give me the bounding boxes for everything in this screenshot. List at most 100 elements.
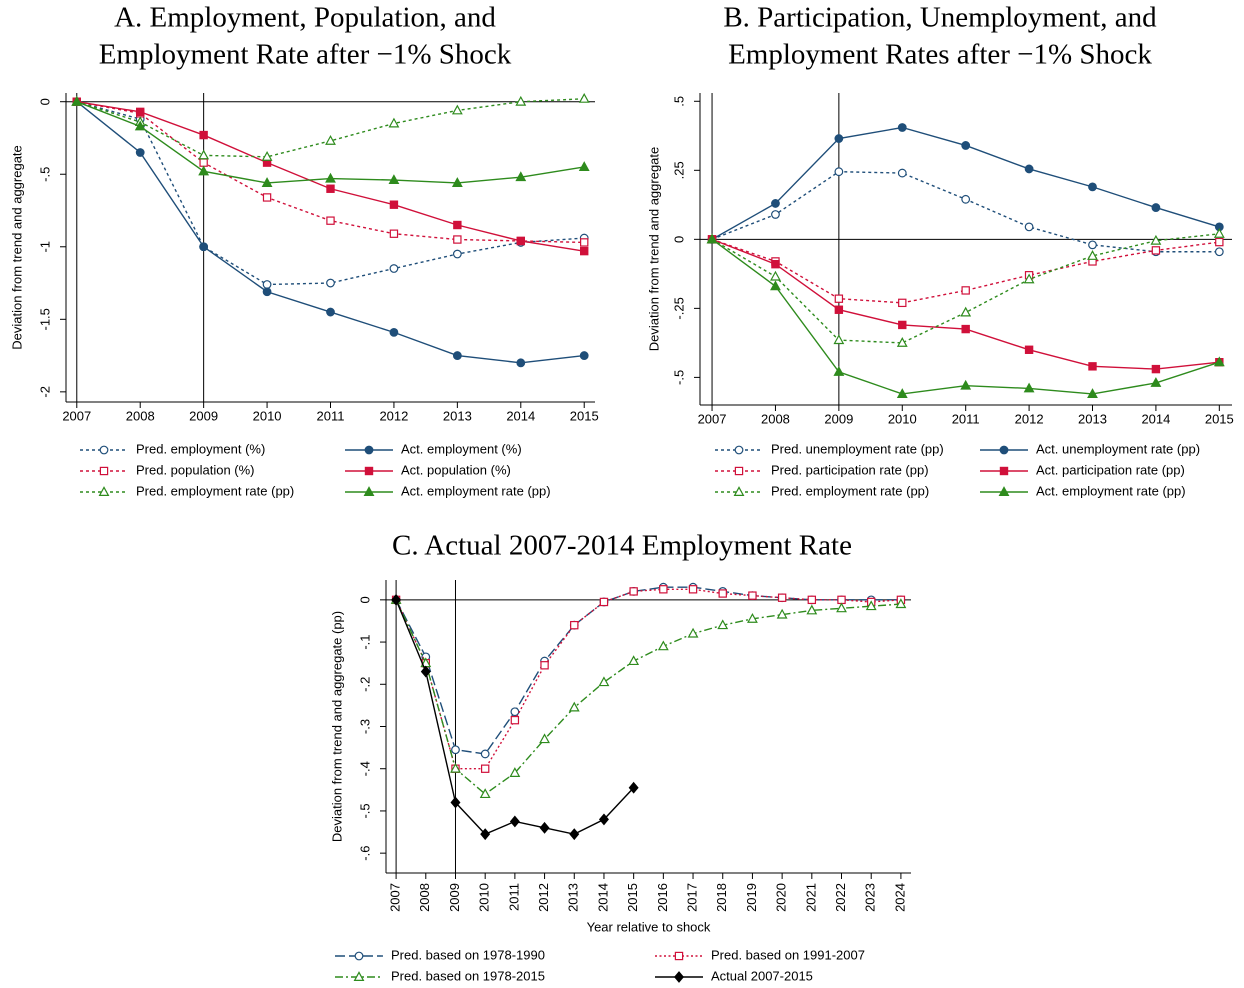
marker <box>598 813 609 826</box>
marker <box>516 358 526 368</box>
x-tick-label: 2008 <box>126 408 155 423</box>
marker <box>717 619 729 630</box>
marker <box>451 104 463 115</box>
x-tick-label: 2012 <box>536 883 551 912</box>
marker <box>1088 362 1097 371</box>
legend-marker <box>674 951 684 961</box>
marker <box>199 130 208 140</box>
marker <box>834 167 844 177</box>
x-tick-label: 2011 <box>952 411 980 426</box>
y-tick-label: -.5 <box>37 167 52 182</box>
marker <box>629 587 638 596</box>
chart-title: Employment Rates after −1% Shock <box>728 39 1152 71</box>
legend-label: Pred. employment rate (pp) <box>136 483 294 498</box>
marker <box>199 242 209 252</box>
marker <box>135 148 145 157</box>
legend-label: Actual 2007-2015 <box>711 968 813 983</box>
legend-marker <box>674 971 684 983</box>
marker <box>389 229 399 238</box>
marker <box>833 334 845 345</box>
marker <box>807 595 817 605</box>
marker <box>480 828 491 841</box>
marker <box>510 707 520 717</box>
x-tick-label: 2007 <box>62 408 91 423</box>
x-tick-label: 2013 <box>566 883 581 912</box>
y-tick-label: -.5 <box>671 370 686 385</box>
marker <box>389 327 399 337</box>
legend-label: Act. employment rate (pp) <box>401 483 551 498</box>
marker <box>776 608 788 619</box>
marker <box>326 307 335 317</box>
x-tick-label: 2018 <box>714 883 729 912</box>
marker <box>451 745 460 755</box>
legend-label: Act. unemployment rate (pp) <box>1036 441 1200 456</box>
marker <box>451 177 463 187</box>
marker <box>326 216 335 225</box>
marker <box>578 92 590 103</box>
x-tick-label: 2013 <box>1078 411 1107 426</box>
legend-marker <box>363 486 375 496</box>
y-axis-label: Deviation from trend and aggregate <box>646 147 661 352</box>
legend-label: Act. population (%) <box>401 462 511 477</box>
marker <box>326 278 335 288</box>
marker <box>1088 182 1097 192</box>
marker <box>897 168 907 178</box>
marker <box>198 165 210 176</box>
marker <box>688 585 698 594</box>
marker <box>325 172 336 183</box>
x-tick-label: 2007 <box>388 883 403 912</box>
marker <box>628 781 639 794</box>
legend-label: Act. participation rate (pp) <box>1036 462 1185 477</box>
legend-label: Act. employment rate (pp) <box>1036 483 1186 498</box>
y-axis-label: Deviation from trend and aggregate <box>9 145 24 350</box>
marker <box>570 620 579 630</box>
marker <box>479 788 491 799</box>
marker <box>771 199 780 208</box>
legend-marker <box>364 445 374 455</box>
x-tick-label: 2024 <box>892 883 907 912</box>
marker <box>1087 388 1098 398</box>
series-line <box>711 238 1220 304</box>
y-axis-label: Deviation from trend and aggregate (pp) <box>329 611 344 842</box>
chart-title: Employment Rate after −1% Shock <box>99 39 512 71</box>
chart-title: B. Participation, Unemployment, and <box>723 2 1157 34</box>
y-tick-label: -1 <box>37 241 52 253</box>
legend-marker <box>733 486 745 496</box>
marker <box>1151 364 1161 374</box>
marker <box>1024 222 1034 232</box>
marker <box>568 701 580 712</box>
marker <box>452 351 462 360</box>
marker <box>1150 377 1162 387</box>
x-tick-label: 2010 <box>253 408 282 423</box>
x-tick-label: 2015 <box>1205 411 1234 426</box>
marker <box>833 366 845 376</box>
x-tick-label: 2014 <box>506 408 535 423</box>
marker <box>1151 203 1161 212</box>
marker <box>453 220 462 230</box>
series-line <box>76 98 585 158</box>
marker <box>199 158 208 167</box>
x-tick-label: 2015 <box>625 883 640 912</box>
x-tick-label: 2009 <box>447 883 462 912</box>
marker <box>452 249 462 259</box>
x-tick-label: 2009 <box>189 408 218 423</box>
y-tick-label: 0 <box>357 596 372 603</box>
legend-label: Pred. based on 1991-2007 <box>711 947 865 962</box>
marker <box>1023 382 1035 393</box>
legend-marker <box>998 486 1010 496</box>
x-tick-label: 2014 <box>595 883 610 912</box>
marker <box>480 764 490 773</box>
y-tick-label: -.3 <box>357 719 372 734</box>
y-tick-label: -1.5 <box>37 308 52 330</box>
series-line <box>76 101 585 286</box>
marker <box>509 815 520 828</box>
marker <box>770 270 781 281</box>
x-tick-label: 2012 <box>1015 411 1044 426</box>
marker <box>1087 250 1098 260</box>
marker <box>961 141 971 150</box>
marker <box>261 177 273 187</box>
marker <box>771 259 780 269</box>
marker <box>771 210 780 219</box>
y-tick-label: -.2 <box>357 677 372 692</box>
legend-label: Act. employment (%) <box>401 441 522 456</box>
